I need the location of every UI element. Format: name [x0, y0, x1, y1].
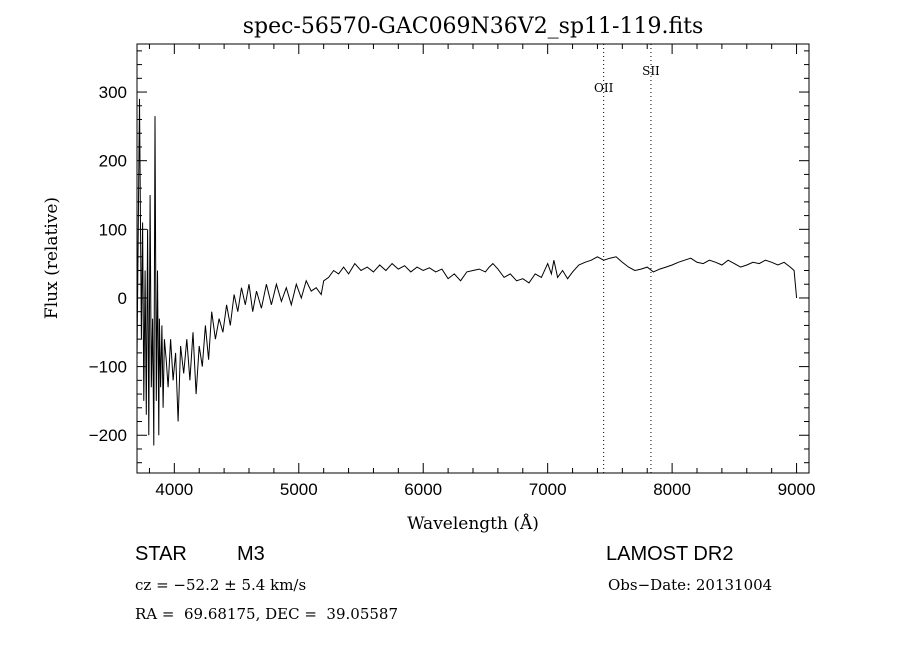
survey-release: LAMOST DR2 [606, 543, 734, 565]
axis-ticks: 4000 5000 6000 7000 8000 9000 −200 −100 0 100 200 3… [89, 44, 816, 499]
x-tick-label: 4000 [155, 480, 193, 499]
plot-frame [136, 43, 810, 474]
y-tick-label: 300 [99, 83, 127, 102]
emission-line-label: OII [594, 81, 614, 95]
x-tick-label: 5000 [280, 480, 318, 499]
y-tick-label: 0 [118, 289, 127, 308]
x-tick-label: 8000 [653, 480, 691, 499]
y-tick-label: 100 [99, 220, 127, 239]
x-tick-label: 9000 [778, 480, 816, 499]
object-class: STAR [135, 543, 187, 565]
y-tick-label: 200 [99, 152, 127, 171]
observation-date: Obs−Date: 20131004 [608, 576, 773, 594]
object-subclass: M3 [237, 543, 265, 565]
x-tick-label: 7000 [529, 480, 567, 499]
x-tick-label: 6000 [404, 480, 442, 499]
y-tick-label: −100 [89, 358, 127, 377]
y-axis-label: Flux (relative) [42, 197, 62, 319]
y-tick-label: −200 [89, 426, 127, 445]
emission-line-label: SII [642, 64, 660, 78]
spectrum-line [136, 98, 798, 446]
x-axis-label: Wavelength (Å) [407, 513, 539, 534]
chart-title: spec-56570-GAC069N36V2_sp11-119.fits [243, 14, 704, 39]
redshift-velocity: cz = −52.2 ± 5.4 km/s [135, 576, 307, 594]
ra-dec-coordinates: RA = 69.68175, DEC = 39.05587 [135, 605, 399, 623]
emission-line-markers: OII SII [594, 44, 660, 473]
